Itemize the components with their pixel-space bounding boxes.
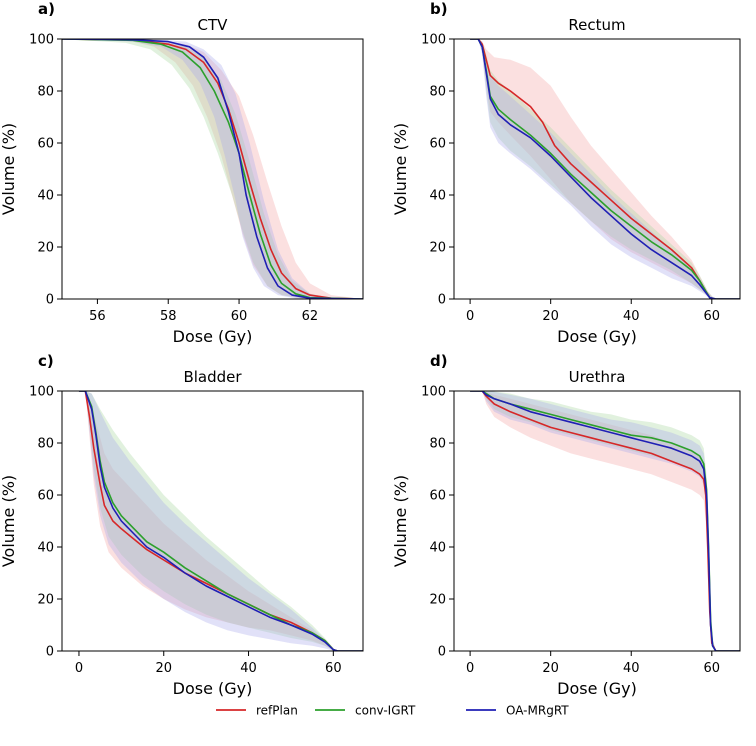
urethra-ytick-label: 60 xyxy=(429,489,446,504)
rectum-ytick-label: 60 xyxy=(429,137,446,152)
ctv-line-refplan xyxy=(62,39,363,299)
rectum-ytick-label: 0 xyxy=(438,293,446,308)
rectum-xtick-label: 20 xyxy=(542,309,559,324)
urethra-axes-frame xyxy=(453,390,741,652)
ctv-xtick-label: 60 xyxy=(231,309,248,324)
bladder-ytick-label: 0 xyxy=(46,645,54,660)
panel-bladder: 0 20 40 60 0 20 40 60 80 100 Bladder c) Dose (Gy) Vol… xyxy=(0,352,364,698)
rectum-ytick-label: 100 xyxy=(421,33,446,48)
ctv-ytick-label: 100 xyxy=(29,33,54,48)
urethra-ylabel: Volume (%) xyxy=(391,475,410,567)
panel-urethra: 0 20 40 60 0 20 40 60 80 100 Urethra d) Dose (Gy) Vol… xyxy=(391,352,741,698)
panel-ctv: 56 58 60 62 0 20 40 60 80 100 CTV a) Dose (Gy) Volume… xyxy=(0,0,364,346)
urethra-ytick-label: 20 xyxy=(429,593,446,608)
bladder-xlabel: Dose (Gy) xyxy=(173,679,253,698)
ctv-panel-letter: a) xyxy=(38,0,55,18)
urethra-xtick-label: 60 xyxy=(704,661,721,676)
urethra-band-oa-mrgrt xyxy=(470,391,740,651)
panel-rectum: 0 20 40 60 0 20 40 60 80 100 Rectum b) Dose (Gy) Volu… xyxy=(391,0,741,346)
rectum-panel-letter: b) xyxy=(430,0,448,18)
rectum-line-oa-mrgrt xyxy=(470,39,740,299)
urethra-band-refplan xyxy=(470,391,740,651)
legend-label-oa-mrgrt: OA-MRgRT xyxy=(506,704,569,718)
bladder-band-conv-igrt xyxy=(78,391,363,651)
bladder-panel-letter: c) xyxy=(38,352,54,370)
urethra-xlabel: Dose (Gy) xyxy=(557,679,637,698)
urethra-panel-letter: d) xyxy=(430,352,448,370)
rectum-axes-frame xyxy=(453,38,741,300)
bladder-ytick-label: 40 xyxy=(37,541,54,556)
ctv-band-oa-mrgrt xyxy=(62,39,363,299)
rectum-ylabel: Volume (%) xyxy=(391,123,410,215)
urethra-xtick-label: 0 xyxy=(466,661,474,676)
legend-label-refplan: refPlan xyxy=(256,704,298,718)
rectum-ytick-label: 20 xyxy=(429,241,446,256)
bladder-ytick-label: 80 xyxy=(37,437,54,452)
urethra-ytick-label: 100 xyxy=(421,385,446,400)
rectum-xtick-label: 40 xyxy=(623,309,640,324)
panels-group: 56 58 60 62 0 20 40 60 80 100 CTV a) Dose (Gy) Volume… xyxy=(0,0,741,698)
rectum-ytick-label: 80 xyxy=(429,85,446,100)
legend-entry-conv-igrt: conv-IGRT xyxy=(315,704,416,718)
rectum-ytick-label: 40 xyxy=(429,189,446,204)
ctv-title: CTV xyxy=(198,16,229,34)
ctv-xlabel: Dose (Gy) xyxy=(173,327,253,346)
bladder-band-oa-mrgrt xyxy=(78,391,363,651)
ctv-axes-frame xyxy=(61,38,364,300)
ctv-line-oa-mrgrt xyxy=(62,39,363,299)
bladder-ytick-label: 20 xyxy=(37,593,54,608)
rectum-title: Rectum xyxy=(568,16,625,34)
ctv-xtick-label: 56 xyxy=(89,309,106,324)
ctv-plot-area xyxy=(62,39,363,299)
urethra-band-conv-igrt xyxy=(470,391,740,651)
bladder-xtick-label: 0 xyxy=(75,661,83,676)
rectum-plot-area xyxy=(470,39,740,299)
urethra-xtick-label: 40 xyxy=(623,661,640,676)
legend-entry-refplan: refPlan xyxy=(216,704,298,718)
ctv-xtick-label: 58 xyxy=(160,309,177,324)
urethra-ytick-label: 80 xyxy=(429,437,446,452)
rectum-band-refplan xyxy=(470,39,740,299)
bladder-ylabel: Volume (%) xyxy=(0,475,18,567)
rectum-xlabel: Dose (Gy) xyxy=(557,327,637,346)
rectum-xtick-label: 0 xyxy=(466,309,474,324)
bladder-ytick-label: 100 xyxy=(29,385,54,400)
ctv-ytick-label: 40 xyxy=(37,189,54,204)
ctv-ylabel: Volume (%) xyxy=(0,123,18,215)
ctv-xtick-label: 62 xyxy=(302,309,319,324)
bladder-xtick-label: 20 xyxy=(155,661,172,676)
urethra-ytick-label: 0 xyxy=(438,645,446,660)
ctv-ytick-label: 80 xyxy=(37,85,54,100)
ctv-band-refplan xyxy=(62,39,363,299)
ctv-ytick-label: 60 xyxy=(37,137,54,152)
ctv-ytick-label: 0 xyxy=(46,293,54,308)
legend: refPlan conv-IGRT OA-MRgRT xyxy=(216,704,569,718)
rectum-xtick-label: 60 xyxy=(704,309,721,324)
urethra-line-oa-mrgrt xyxy=(470,391,740,651)
ctv-band-conv-igrt xyxy=(62,39,363,299)
urethra-plot-area xyxy=(470,391,740,651)
bladder-xtick-label: 40 xyxy=(240,661,257,676)
bladder-line-oa-mrgrt xyxy=(78,391,363,651)
bladder-ytick-label: 60 xyxy=(37,489,54,504)
legend-entry-oa-mrgrt: OA-MRgRT xyxy=(466,704,569,718)
urethra-title: Urethra xyxy=(569,368,626,386)
bladder-axes-frame xyxy=(61,390,364,652)
bladder-xtick-label: 60 xyxy=(325,661,342,676)
bladder-title: Bladder xyxy=(183,368,242,386)
urethra-ytick-label: 40 xyxy=(429,541,446,556)
bladder-band-refplan xyxy=(78,391,363,651)
legend-label-conv-igrt: conv-IGRT xyxy=(355,704,416,718)
bladder-plot-area xyxy=(78,391,363,651)
urethra-xtick-label: 20 xyxy=(542,661,559,676)
ctv-ytick-label: 20 xyxy=(37,241,54,256)
